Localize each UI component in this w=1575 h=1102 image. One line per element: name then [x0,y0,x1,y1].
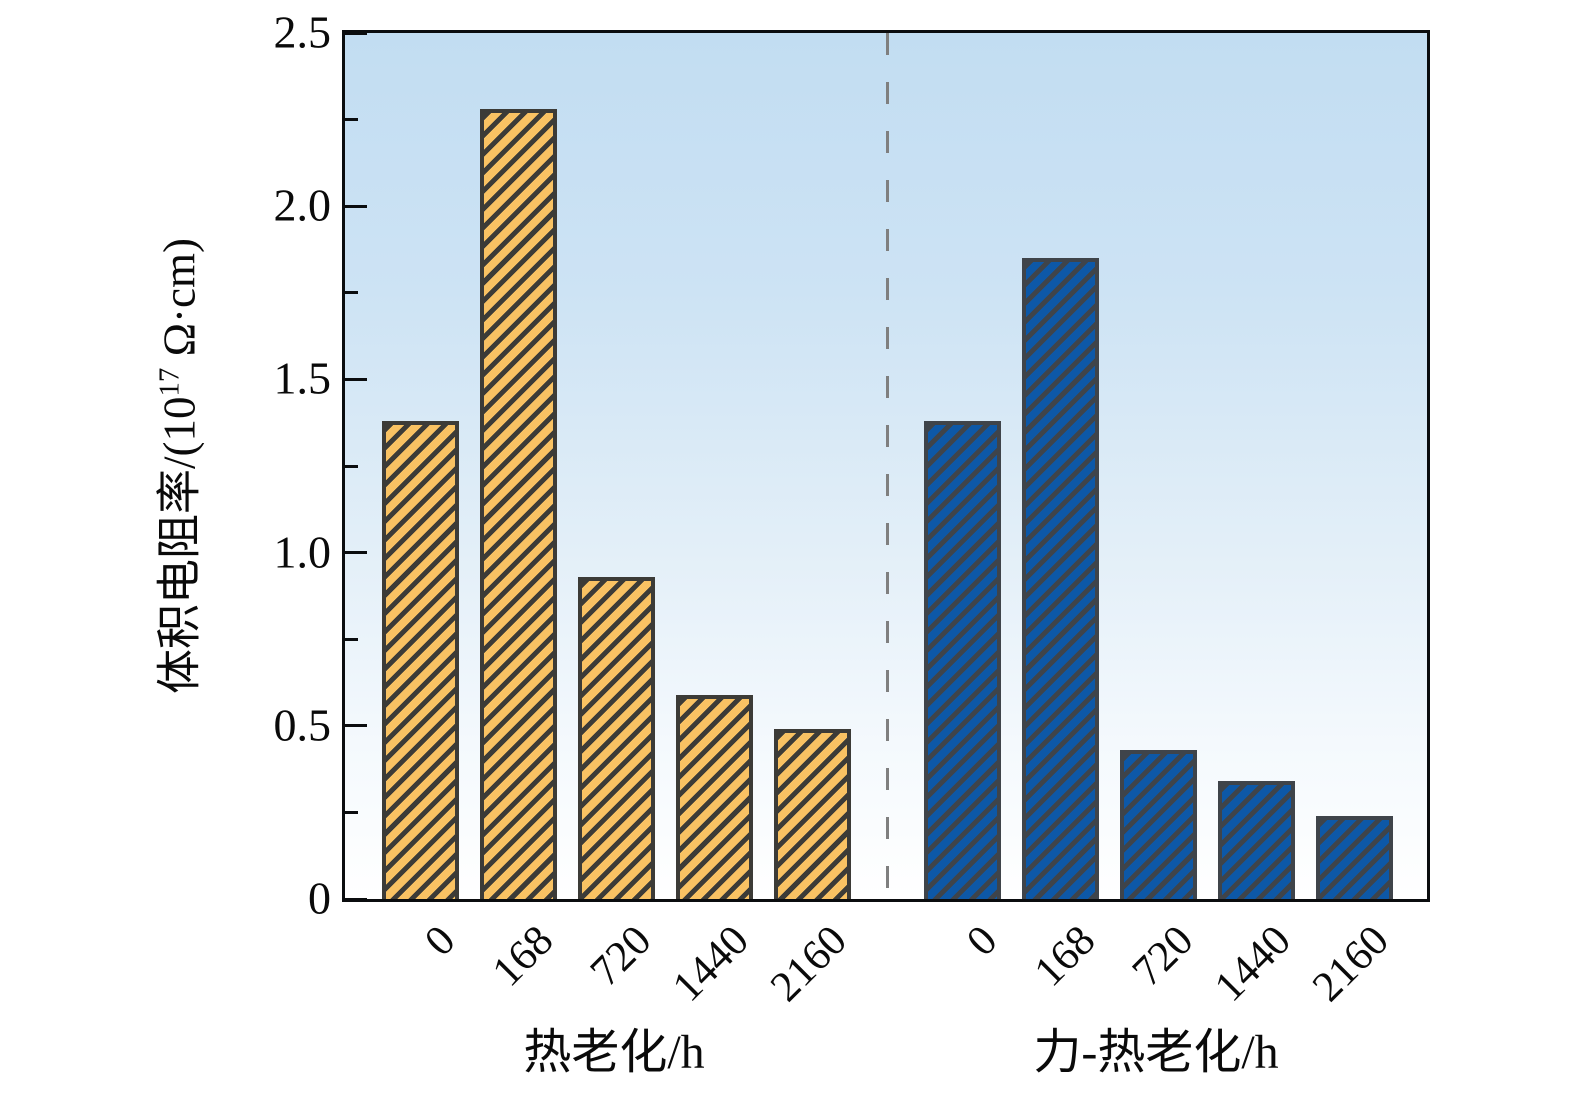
bar-force-thermal-aging-1440h [1217,781,1295,899]
y-minor-tick [345,118,358,122]
y-tick-label: 0.5 [273,699,332,751]
y-tick-label: 2.5 [273,6,332,58]
bar-thermal-aging-2160h [773,729,851,899]
x-tick-label-force-thermal-aging: 720 [1123,916,1202,996]
x-tick-label-force-thermal-aging: 168 [1025,916,1104,996]
bar-force-thermal-aging-2160h [1315,815,1393,899]
x-tick-label-force-thermal-aging: 2160 [1303,916,1398,1011]
y-tick-label: 1.0 [273,526,332,578]
bar-force-thermal-aging-168h [1021,258,1099,899]
x-tick-label-thermal-aging: 168 [483,916,562,996]
y-major-tick [345,551,367,555]
y-tick-label: 0 [308,872,331,924]
y-major-tick [345,724,367,728]
x-tick-label-thermal-aging: 720 [581,916,660,996]
x-axis-label-force-thermal-aging: 力-热老化/h [1033,1026,1279,1079]
bar-thermal-aging-720h [577,576,655,899]
y-axis-label-text: 体积电阻率/(1017 Ω·cm) [153,238,205,694]
y-tick-label: 2.0 [273,179,332,231]
plot-area [342,30,1430,902]
y-minor-tick [345,464,358,468]
y-major-tick [345,897,367,901]
bar-force-thermal-aging-720h [1119,750,1197,899]
y-minor-tick [345,291,358,295]
y-major-tick [345,377,367,381]
bar-thermal-aging-1440h [675,694,753,899]
bar-thermal-aging-168h [479,109,557,899]
x-tick-label-thermal-aging: 2160 [761,916,856,1011]
x-tick-label-thermal-aging: 0 [415,916,464,966]
y-minor-tick [345,810,358,814]
y-tick-label: 1.5 [273,352,332,404]
bar-force-thermal-aging-0h [923,420,1001,899]
y-major-tick [345,204,367,208]
bar-thermal-aging-0h [381,420,459,899]
y-axis-label-exponent: 17 [153,367,186,397]
x-tick-label-thermal-aging: 1440 [663,916,758,1011]
y-minor-tick [345,637,358,641]
y-major-tick [345,31,367,35]
x-axis-label-thermal-aging: 热老化/h [523,1026,705,1079]
x-tick-label-force-thermal-aging: 0 [957,916,1006,966]
x-tick-label-force-thermal-aging: 1440 [1205,916,1300,1011]
group-separator-dashed-line [885,33,889,899]
